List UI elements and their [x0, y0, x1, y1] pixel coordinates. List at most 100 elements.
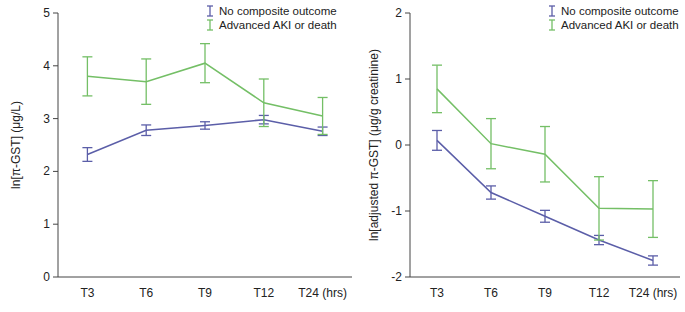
error-cap: [432, 64, 442, 65]
legend-label: Advanced AKI or death: [561, 19, 679, 31]
x-tick-label: T6: [484, 286, 498, 300]
legend-label: Advanced AKI or death: [219, 19, 337, 31]
legend-symbol: [207, 29, 213, 30]
legend-label: No composite outcome: [561, 5, 679, 17]
error-cap: [486, 168, 496, 169]
error-cap: [540, 181, 550, 182]
legend-symbol: [209, 20, 210, 30]
error-cap: [200, 121, 210, 122]
error-bar: [82, 148, 92, 162]
legend-symbol: [207, 5, 213, 6]
error-cap: [648, 180, 658, 181]
error-cap: [82, 95, 92, 96]
error-stem: [204, 122, 205, 129]
x-tick-label: T24 (hrs): [629, 286, 678, 300]
y-tick: [53, 171, 58, 172]
error-bar: [141, 59, 151, 104]
y-axis-label: ln[adjusted π-GST] (μg/g creatinine): [367, 49, 381, 241]
error-cap: [486, 118, 496, 119]
error-stem: [87, 148, 88, 162]
error-bar: [200, 122, 210, 129]
error-cap: [540, 222, 550, 223]
plot-area: [82, 44, 327, 162]
plot-area: [432, 65, 658, 265]
error-cap: [432, 150, 442, 151]
legend-symbol: [551, 20, 552, 30]
y-tick: [405, 211, 410, 212]
error-cap: [200, 129, 210, 130]
y-tick-label: 5: [43, 6, 50, 20]
y-tick-label: -1: [391, 204, 402, 218]
error-cap: [141, 135, 151, 136]
y-tick-label: 1: [43, 217, 50, 231]
error-cap: [141, 58, 151, 59]
x-tick-label: T24 (hrs): [298, 286, 347, 300]
error-bar: [540, 127, 550, 182]
x-tick-label: T9: [198, 286, 212, 300]
y-tick: [405, 277, 410, 278]
y-tick-label: 3: [43, 112, 50, 126]
y-tick: [53, 224, 58, 225]
legend-symbol: [549, 29, 555, 30]
error-cap: [486, 198, 496, 199]
y-tick: [53, 65, 58, 66]
error-cap: [594, 176, 604, 177]
error-stem: [146, 59, 147, 104]
error-cap: [432, 130, 442, 131]
y-tick-label: 4: [43, 59, 50, 73]
error-cap: [648, 264, 658, 265]
error-cap: [594, 239, 604, 240]
y-tick: [405, 79, 410, 80]
x-tick-label: T12: [253, 286, 274, 300]
error-cap: [82, 56, 92, 57]
y-tick-label: 0: [395, 138, 402, 152]
error-stem: [146, 125, 147, 136]
error-cap: [259, 126, 269, 127]
y-axis-label: ln[π-GST] (μg/L): [9, 101, 23, 189]
error-cap: [200, 82, 210, 83]
error-bar: [432, 130, 442, 150]
legend-symbol: [549, 5, 555, 6]
error-cap: [540, 126, 550, 127]
error-cap: [432, 112, 442, 113]
legend-label: No composite outcome: [219, 5, 337, 17]
error-bar: [486, 119, 496, 169]
error-bar: [648, 181, 658, 238]
error-stem: [436, 130, 437, 150]
error-stem: [544, 127, 545, 182]
error-stem: [263, 79, 264, 127]
error-stem: [652, 256, 653, 265]
y-tick-label: 1: [395, 72, 402, 86]
legend-symbol: [207, 15, 213, 16]
y-axis: [58, 13, 59, 277]
error-cap: [648, 237, 658, 238]
error-cap: [82, 147, 92, 148]
legend-symbol: [551, 6, 552, 16]
x-axis: [410, 277, 680, 278]
error-stem: [652, 181, 653, 238]
y-tick: [405, 145, 410, 146]
x-axis: [58, 277, 352, 278]
x-tick-label: T3: [80, 286, 94, 300]
y-tick-label: -2: [391, 270, 402, 284]
x-tick-label: T9: [538, 286, 552, 300]
error-cap: [82, 161, 92, 162]
error-bar: [318, 97, 328, 134]
error-cap: [318, 97, 328, 98]
error-bar: [594, 177, 604, 240]
series-line: [437, 89, 653, 209]
y-tick-label: 2: [43, 164, 50, 178]
error-cap: [648, 255, 658, 256]
error-bar: [432, 65, 442, 113]
y-tick-label: 0: [43, 270, 50, 284]
error-stem: [322, 97, 323, 134]
x-tick-label: T12: [589, 286, 610, 300]
error-stem: [544, 210, 545, 222]
error-cap: [259, 78, 269, 79]
y-tick: [53, 13, 58, 14]
error-stem: [490, 119, 491, 169]
error-cap: [594, 244, 604, 245]
error-cap: [141, 124, 151, 125]
error-bar: [200, 44, 210, 83]
error-bar: [141, 125, 151, 136]
